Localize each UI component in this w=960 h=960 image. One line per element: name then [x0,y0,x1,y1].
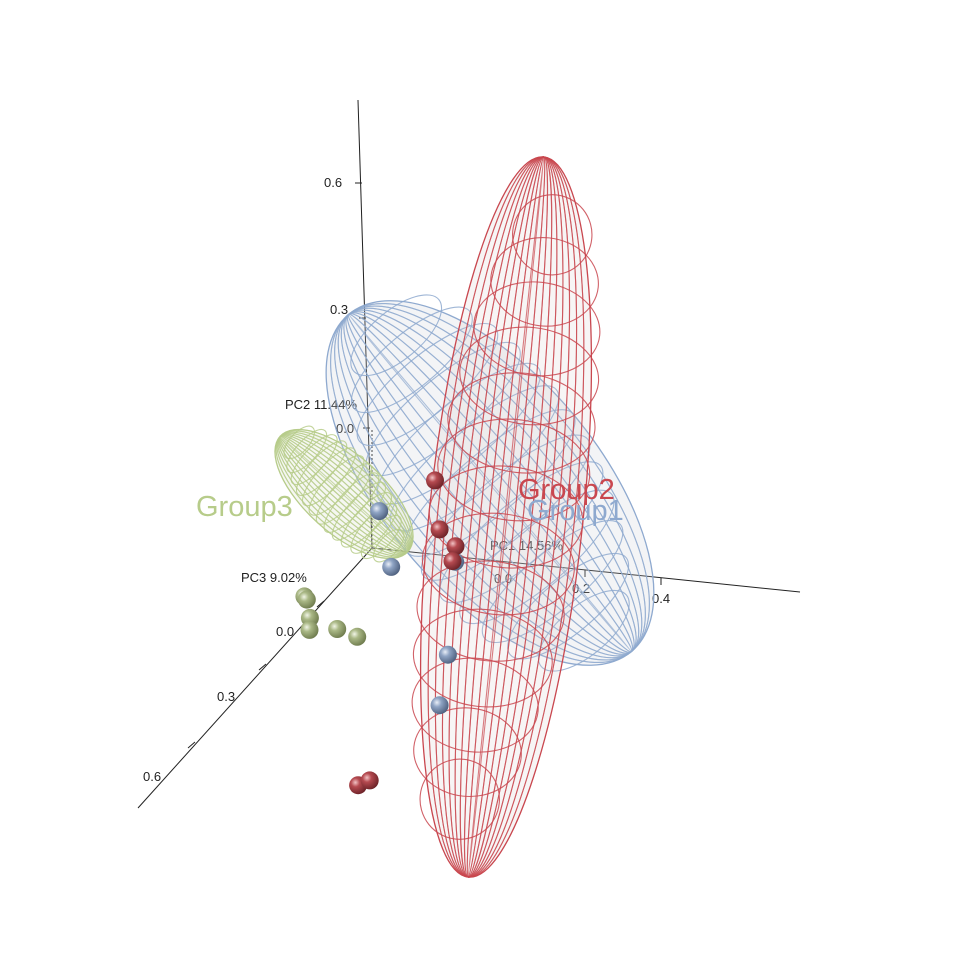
pc3-tick-0 [316,600,325,608]
pc2-tick-label-2: 0.6 [324,175,342,190]
ellipsoid-meridian [275,430,413,558]
group1-point-5 [430,696,449,715]
ellipsoid-meridian [427,156,585,878]
group1-point-2 [382,557,401,576]
group2-point-6 [360,771,379,790]
pc3-tick-2 [187,741,196,749]
pc1-axis-line [371,547,801,593]
pc1-tick-label-2: 0.4 [652,591,670,606]
ellipsoid-latitude-ring [315,463,373,525]
group3-point-6 [348,627,367,646]
ellipsoid-latitude-ring [447,372,596,474]
ellipsoid-latitude-ring [439,461,604,604]
ellipsoid-latitude-ring [356,322,499,446]
ellipsoid-latitude-ring [473,281,601,377]
group1-point-1 [370,502,389,521]
group3-point-2 [297,590,316,609]
ellipsoid-latitude-ring [416,560,565,662]
group3-point-4 [300,620,319,639]
group2-point-1 [426,471,444,490]
ellipsoid-latitude-ring [350,294,443,377]
ellipsoid-latitude-ring [411,657,539,753]
group2-point-3 [446,537,465,556]
pc3-tick-label-1: 0.3 [217,689,235,704]
pc2-axis-title: PC2 11.44% [285,397,357,412]
pc2-tick-label-1: 0.3 [330,302,348,317]
ellipsoid-latitude-ring [373,528,405,563]
ellipsoid-group3 [274,425,414,563]
ellipsoid-group2 [411,156,601,878]
ellipsoid-latitude-ring [283,425,315,460]
group3-point-5 [328,620,347,638]
ellipsoid-latitude-ring [490,236,599,327]
pc3-axis-line [137,547,373,809]
ellipsoid-latitude-ring [302,447,357,507]
ellipsoid-latitude-ring [421,512,575,616]
group1-point-4 [438,645,457,664]
pc3-tick-label-2: 0.6 [143,769,161,784]
ellipsoid-latitude-ring [437,418,591,522]
ellipsoid-meridian [330,302,650,664]
pc3-axis-title: PC3 9.02% [241,570,307,585]
group3-label: Group3 [196,491,293,523]
group2-point-2 [430,520,449,539]
ellipsoid-latitude-ring [419,758,501,840]
ellipsoid-latitude-ring [511,194,593,276]
group2-label: Group2 [518,474,615,506]
ellipsoid-latitude-ring [413,707,522,798]
pc3-tick-1 [258,663,267,671]
group1-label: Group1 [527,495,624,527]
ellipsoid-latitude-ring [537,589,630,672]
pc3-tick-label-0: 0.0 [276,624,294,639]
group2-point-4 [443,552,462,571]
data-points [295,471,465,795]
